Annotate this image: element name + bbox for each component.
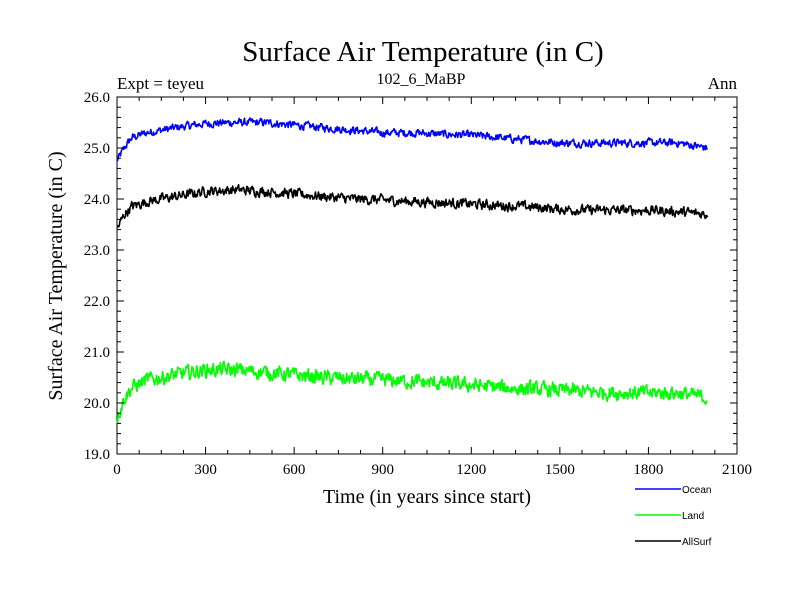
- x-tick-label: 2100: [722, 462, 752, 478]
- legend: Ocean Land AllSurf: [635, 485, 712, 548]
- x-tick-label: 300: [194, 462, 217, 478]
- legend-label-land: Land: [682, 511, 704, 522]
- y-tick-label: 21.0: [84, 345, 110, 361]
- y-tick-label: 23.0: [84, 243, 110, 259]
- x-axis: 0 300 600 900 1200 1500 1800 2100: [113, 97, 752, 478]
- x-tick-label: 0: [113, 462, 121, 478]
- x-tick-label: 900: [371, 462, 394, 478]
- legend-label-ocean: Ocean: [682, 485, 711, 496]
- y-tick-label: 19.0: [84, 447, 110, 463]
- chart-subtitle: 102_6_MaBP: [377, 71, 466, 88]
- y-tick-label: 26.0: [84, 90, 110, 106]
- x-axis-label: Time (in years since start): [323, 486, 531, 508]
- series-line-allsurf: [116, 183, 709, 228]
- y-tick-label: 25.0: [84, 141, 110, 157]
- legend-label-allsurf: AllSurf: [682, 537, 712, 548]
- x-tick-label: 1800: [633, 462, 663, 478]
- x-tick-label: 600: [283, 462, 306, 478]
- experiment-label: Expt = teyeu: [117, 74, 205, 93]
- y-tick-label: 20.0: [84, 396, 110, 412]
- series-line-ocean: [116, 117, 708, 162]
- series-layer: [116, 117, 709, 424]
- series-line-land: [116, 360, 708, 424]
- x-tick-label: 1200: [456, 462, 486, 478]
- chart-title: Surface Air Temperature (in C): [242, 36, 603, 68]
- season-label: Ann: [708, 74, 738, 93]
- x-tick-label: 1500: [545, 462, 575, 478]
- y-axis-label: Surface Air Temperature (in C): [45, 151, 67, 400]
- y-tick-label: 24.0: [84, 192, 110, 208]
- y-tick-label: 22.0: [84, 294, 110, 310]
- y-axis: 19.0 20.0 21.0 22.0 23.0 24.0 25.0 26.0: [84, 90, 737, 463]
- plot-frame: [116, 96, 738, 455]
